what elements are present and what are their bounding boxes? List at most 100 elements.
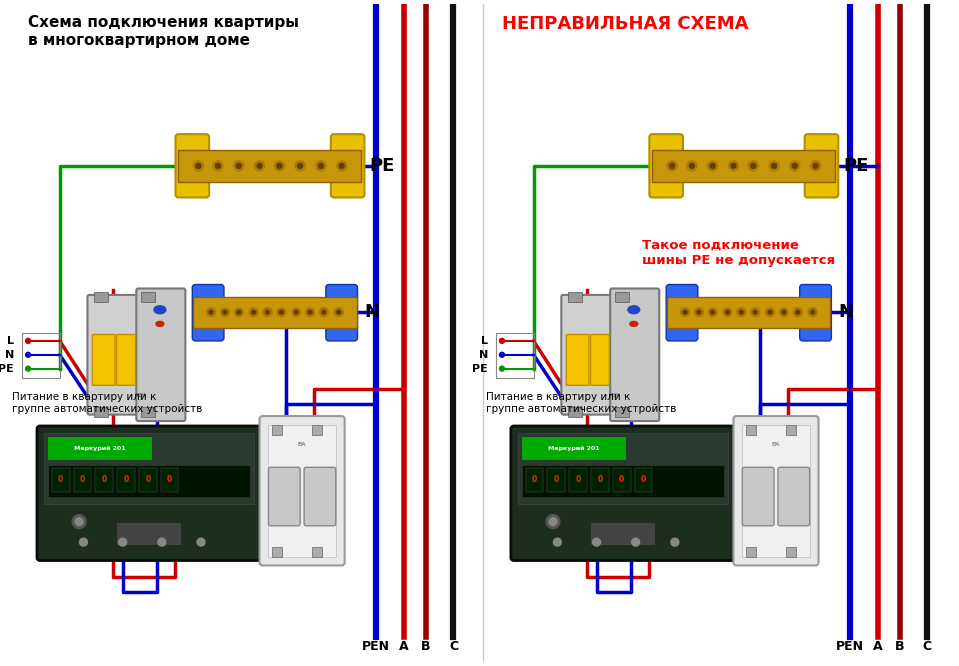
Ellipse shape	[630, 322, 638, 326]
Bar	[269, 425, 336, 557]
Circle shape	[197, 538, 205, 546]
Bar	[615, 292, 628, 302]
Text: N: N	[838, 303, 854, 321]
Text: PE: PE	[369, 157, 395, 174]
Circle shape	[213, 161, 223, 170]
Circle shape	[769, 161, 779, 170]
Text: B: B	[421, 640, 431, 653]
Circle shape	[780, 308, 788, 316]
Text: L: L	[8, 336, 14, 346]
Circle shape	[553, 538, 561, 546]
FancyBboxPatch shape	[87, 295, 140, 415]
Bar	[522, 437, 626, 460]
FancyBboxPatch shape	[92, 334, 115, 386]
Bar	[178, 150, 362, 182]
Circle shape	[726, 310, 730, 314]
Circle shape	[790, 161, 800, 170]
Text: ВА: ВА	[298, 442, 306, 448]
Ellipse shape	[154, 306, 166, 314]
Circle shape	[206, 308, 216, 316]
Text: Меркурий 201: Меркурий 201	[74, 446, 126, 451]
Circle shape	[723, 308, 732, 316]
FancyBboxPatch shape	[260, 416, 344, 565]
Bar	[94, 292, 108, 302]
Bar	[95, 468, 113, 492]
Circle shape	[277, 163, 282, 168]
Circle shape	[279, 310, 283, 314]
Circle shape	[687, 161, 697, 170]
Bar	[139, 468, 156, 492]
Circle shape	[711, 310, 714, 314]
FancyBboxPatch shape	[649, 134, 683, 197]
Circle shape	[80, 538, 87, 546]
Circle shape	[297, 163, 303, 168]
Circle shape	[593, 538, 600, 546]
Circle shape	[683, 310, 687, 314]
Bar	[613, 468, 631, 492]
Text: L: L	[481, 336, 488, 346]
Text: PE: PE	[843, 157, 869, 174]
Bar	[667, 298, 830, 328]
Text: НЕПРАВИЛЬНАЯ СХЕМА: НЕПРАВИЛЬНАЯ СХЕМА	[502, 15, 748, 33]
Text: C: C	[923, 640, 932, 653]
Circle shape	[708, 161, 717, 170]
Circle shape	[808, 308, 817, 316]
Circle shape	[318, 163, 323, 168]
Text: 0: 0	[80, 476, 85, 484]
Circle shape	[737, 308, 746, 316]
Circle shape	[792, 163, 797, 168]
Circle shape	[75, 517, 83, 525]
Circle shape	[697, 310, 701, 314]
Circle shape	[263, 308, 272, 316]
Circle shape	[194, 161, 203, 170]
Circle shape	[209, 310, 213, 314]
Bar	[272, 425, 282, 435]
FancyBboxPatch shape	[304, 468, 336, 525]
Text: 0: 0	[532, 476, 537, 484]
Text: 0: 0	[641, 476, 646, 484]
Circle shape	[500, 338, 504, 344]
FancyBboxPatch shape	[800, 284, 831, 341]
Circle shape	[237, 310, 241, 314]
Circle shape	[813, 163, 818, 168]
Circle shape	[731, 163, 736, 168]
Bar	[272, 547, 282, 557]
Bar	[22, 333, 59, 378]
FancyBboxPatch shape	[326, 284, 358, 341]
Circle shape	[772, 163, 777, 168]
Bar	[161, 468, 178, 492]
Bar	[615, 407, 628, 417]
Text: A: A	[873, 640, 882, 653]
Bar	[569, 407, 582, 417]
Circle shape	[274, 161, 284, 170]
FancyBboxPatch shape	[667, 284, 698, 341]
Circle shape	[26, 352, 31, 357]
Bar	[548, 468, 565, 492]
Text: N: N	[5, 350, 14, 360]
Text: 0: 0	[102, 476, 106, 484]
Text: PE: PE	[0, 364, 14, 374]
Circle shape	[667, 161, 677, 170]
Text: 0: 0	[553, 476, 559, 484]
Circle shape	[196, 163, 200, 168]
Bar	[116, 521, 181, 545]
FancyBboxPatch shape	[269, 468, 300, 525]
Text: Питание в квартиру или к
группе автоматических устройств: Питание в квартиру или к группе автомати…	[12, 392, 202, 414]
Bar	[312, 425, 322, 435]
Text: Меркурий 201: Меркурий 201	[549, 446, 599, 451]
Bar	[742, 425, 809, 557]
Bar	[117, 468, 135, 492]
Circle shape	[308, 310, 312, 314]
Circle shape	[632, 538, 640, 546]
Circle shape	[671, 538, 679, 546]
Bar	[590, 521, 655, 545]
Circle shape	[319, 308, 328, 316]
Circle shape	[681, 308, 690, 316]
Text: PEN: PEN	[363, 640, 390, 653]
Bar	[44, 433, 253, 503]
Bar	[52, 468, 70, 492]
FancyBboxPatch shape	[566, 334, 589, 386]
Circle shape	[255, 161, 265, 170]
Circle shape	[782, 310, 785, 314]
Circle shape	[306, 308, 315, 316]
